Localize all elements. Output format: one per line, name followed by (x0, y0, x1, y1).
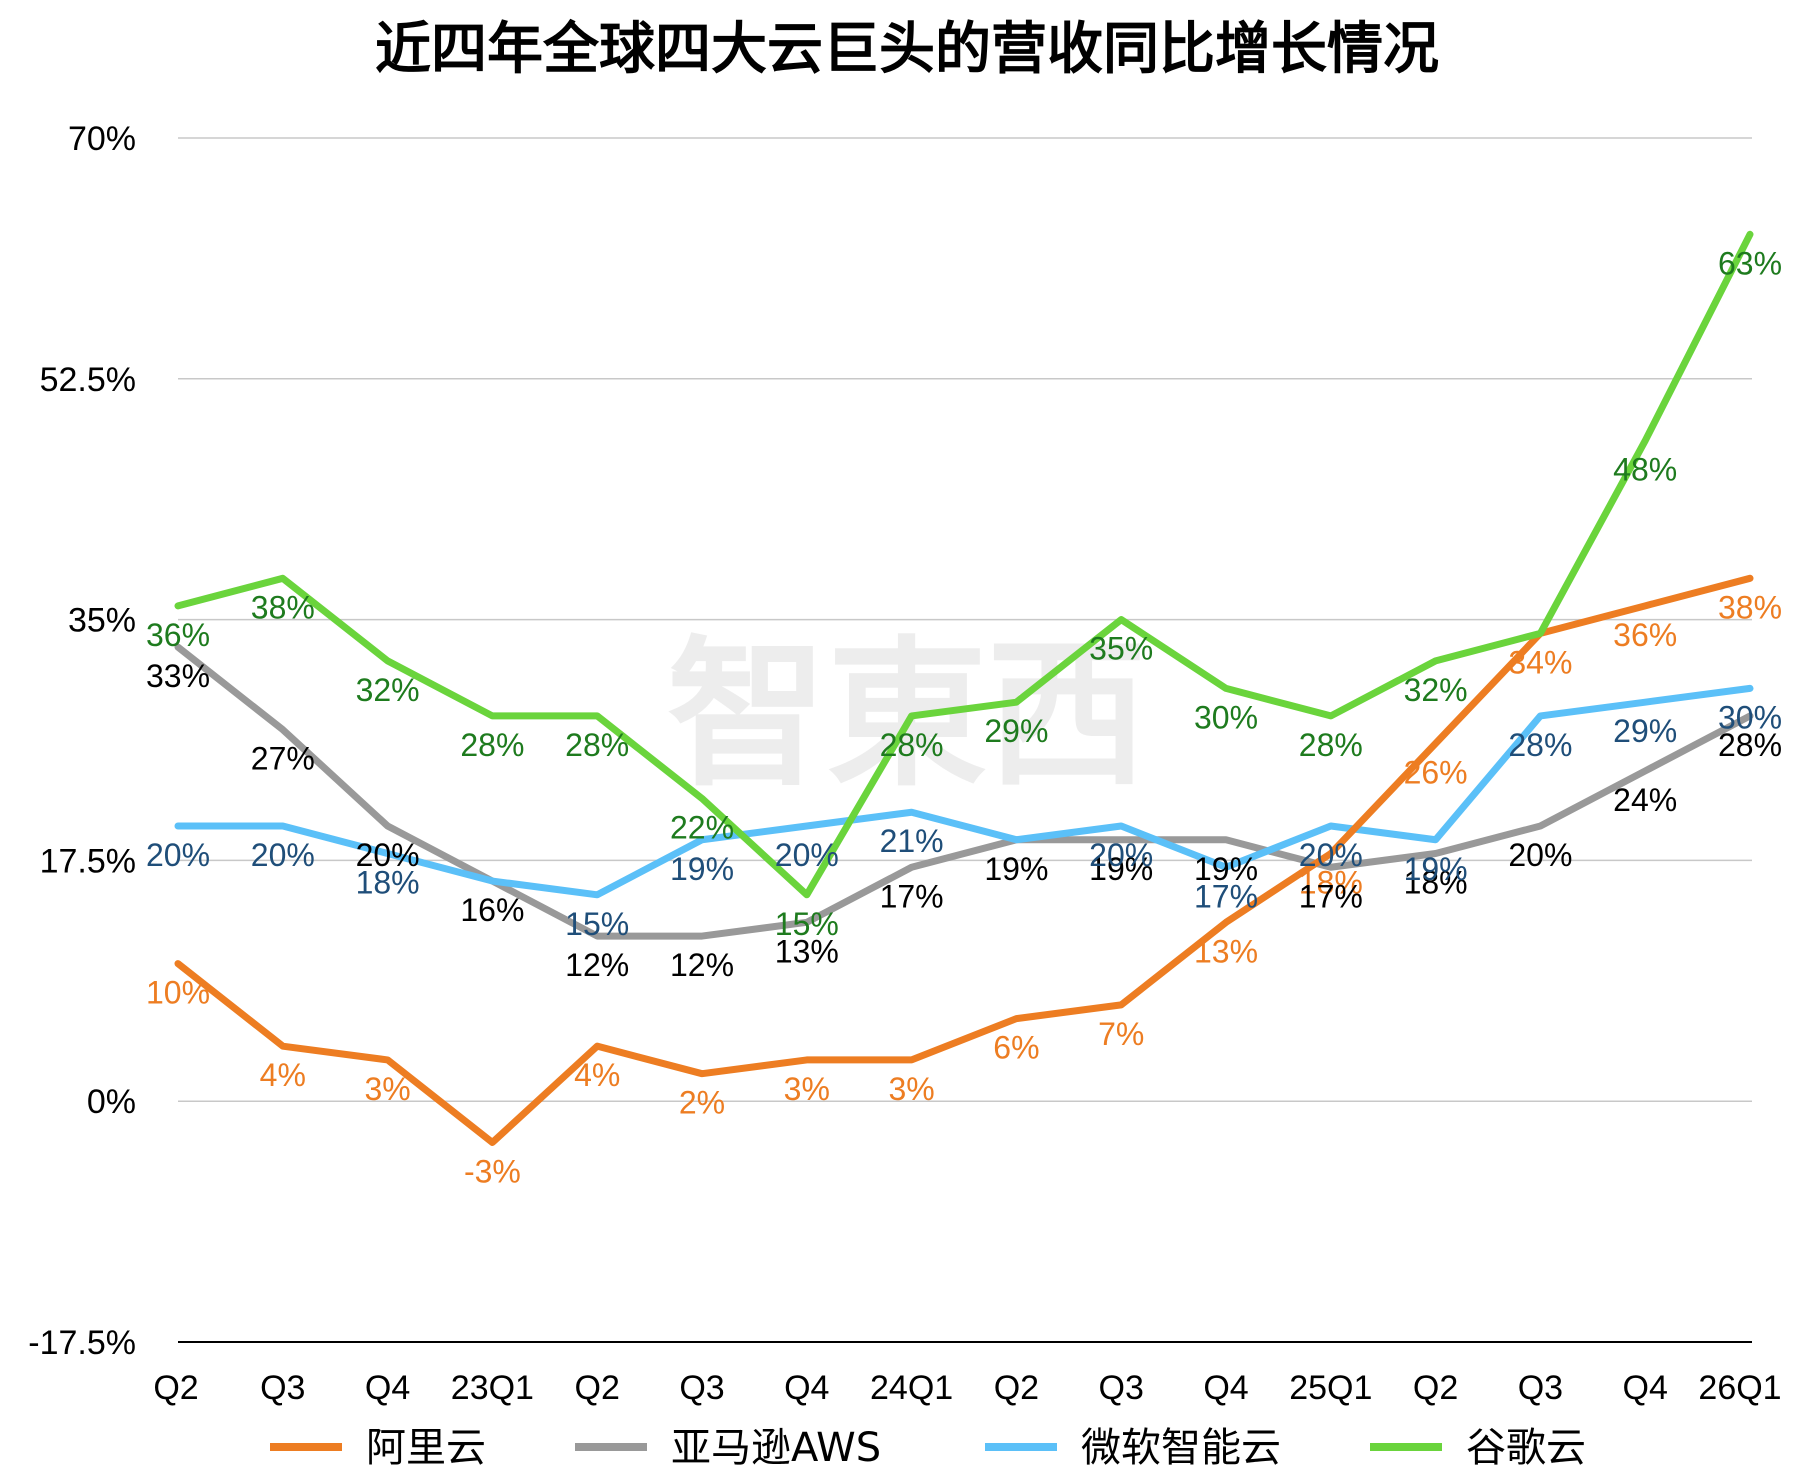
x-tick-label: 24Q1 (870, 1369, 953, 1407)
data-label: 34% (1508, 644, 1572, 680)
series-line-1 (174, 643, 1754, 940)
data-label: 20% (251, 837, 315, 873)
data-label: 17% (880, 878, 944, 914)
x-tick-label: Q3 (679, 1369, 724, 1407)
legend-label: 谷歌云 (1466, 1425, 1586, 1471)
series-line-3 (174, 230, 1754, 899)
data-label: 12% (565, 947, 629, 983)
data-label: 20% (775, 837, 839, 873)
data-label: 20% (1508, 837, 1572, 873)
data-label: 19% (984, 851, 1048, 887)
legend-label: 亚马逊AWS (671, 1425, 881, 1471)
data-label: 32% (1404, 672, 1468, 708)
data-label: 18% (1299, 865, 1363, 901)
data-label: 10% (146, 975, 210, 1011)
data-label: 20% (1299, 837, 1363, 873)
y-tick-label: 52.5% (40, 361, 136, 399)
x-tick-label: 25Q1 (1289, 1369, 1372, 1407)
chart-title: 近四年全球四大云巨头的营收同比增长情况 (375, 17, 1439, 82)
legend-label: 阿里云 (366, 1425, 486, 1471)
x-tick-label: Q3 (1099, 1369, 1144, 1407)
x-axis-ticks: Q2 Q3 Q4 23Q1 Q2 Q3 Q4 24Q1 Q2 Q3 Q4 25Q1 Q2 Q3 Q4 26Q1 (153, 1369, 1781, 1407)
data-label: 63% (1718, 245, 1782, 281)
data-label: 38% (251, 589, 315, 625)
x-tick-label: Q4 (1623, 1369, 1668, 1407)
y-tick-label: 0% (87, 1083, 136, 1121)
data-label: 28% (565, 727, 629, 763)
x-tick-label: Q4 (365, 1369, 410, 1407)
data-label: 33% (146, 658, 210, 694)
data-label: 13% (775, 933, 839, 969)
data-label: 19% (1404, 851, 1468, 887)
data-label: 35% (1089, 631, 1153, 667)
data-label: 17% (1299, 878, 1363, 914)
series-lines (174, 230, 1754, 1146)
data-label: 28% (1508, 727, 1572, 763)
data-label: -3% (464, 1153, 521, 1189)
data-label: 17% (1194, 878, 1258, 914)
y-tick-label: -17.5% (28, 1324, 136, 1362)
data-label: 15% (775, 906, 839, 942)
legend-label: 微软智能云 (1081, 1425, 1281, 1471)
data-label: 27% (251, 741, 315, 777)
data-label: 28% (460, 727, 524, 763)
data-label: 28% (1718, 727, 1782, 763)
data-label: 19% (1194, 851, 1258, 887)
data-label: 19% (670, 851, 734, 887)
data-label: 32% (356, 672, 420, 708)
data-labels: 10% 4% 3% -3% 4% 2% 3% 3% 6% 7% 13% 18% 26% 34% 36% 38%… (146, 245, 1782, 1189)
data-label: 6% (993, 1030, 1039, 1066)
watermark: 智東西 (667, 621, 1147, 808)
data-label: 38% (1718, 589, 1782, 625)
data-label: 2% (679, 1085, 725, 1121)
series-line-2 (174, 684, 1754, 899)
x-tick-label: Q3 (1518, 1369, 1563, 1407)
data-label: 20% (146, 837, 210, 873)
data-label: 7% (1098, 1016, 1144, 1052)
data-label: 36% (146, 617, 210, 653)
data-label: 24% (1613, 782, 1677, 818)
x-tick-label: Q2 (994, 1369, 1039, 1407)
x-tick-label: Q4 (784, 1369, 829, 1407)
data-label: 3% (784, 1071, 830, 1107)
x-tick-label: 23Q1 (451, 1369, 534, 1407)
x-tick-label: 26Q1 (1698, 1369, 1781, 1407)
data-label: 13% (1194, 933, 1258, 969)
data-label: 22% (670, 809, 734, 845)
data-label: 12% (670, 947, 734, 983)
data-label: 20% (1089, 837, 1153, 873)
data-label: 18% (356, 865, 420, 901)
data-label: 29% (984, 713, 1048, 749)
data-label: 29% (1613, 713, 1677, 749)
data-label: 16% (460, 892, 524, 928)
x-tick-label: Q4 (1203, 1369, 1248, 1407)
data-label: 15% (565, 906, 629, 942)
data-label: 28% (1299, 727, 1363, 763)
data-label: 26% (1404, 754, 1468, 790)
data-label: 21% (880, 823, 944, 859)
data-label: 3% (364, 1071, 410, 1107)
data-label: 30% (1194, 699, 1258, 735)
data-label: 3% (888, 1071, 934, 1107)
y-axis-ticks: 70% 52.5% 35% 17.5% 0% -17.5% (28, 120, 136, 1362)
data-label: 28% (880, 727, 944, 763)
y-tick-label: 70% (68, 120, 136, 158)
data-label: 30% (1718, 699, 1782, 735)
x-tick-label: Q3 (260, 1369, 305, 1407)
x-tick-label: Q2 (153, 1369, 198, 1407)
data-label: 4% (260, 1057, 306, 1093)
data-label: 36% (1613, 617, 1677, 653)
series-line-0 (174, 574, 1754, 1146)
data-label: 48% (1613, 452, 1677, 488)
y-tick-label: 17.5% (40, 842, 136, 880)
y-tick-label: 35% (68, 602, 136, 640)
data-label: 18% (1404, 865, 1468, 901)
data-label: 4% (574, 1057, 620, 1093)
x-tick-label: Q2 (575, 1369, 620, 1407)
data-label: 19% (1089, 851, 1153, 887)
data-label: 20% (356, 837, 420, 873)
legend: 阿里云 亚马逊AWS 微软智能云 谷歌云 (270, 1425, 1586, 1471)
x-tick-label: Q2 (1413, 1369, 1458, 1407)
